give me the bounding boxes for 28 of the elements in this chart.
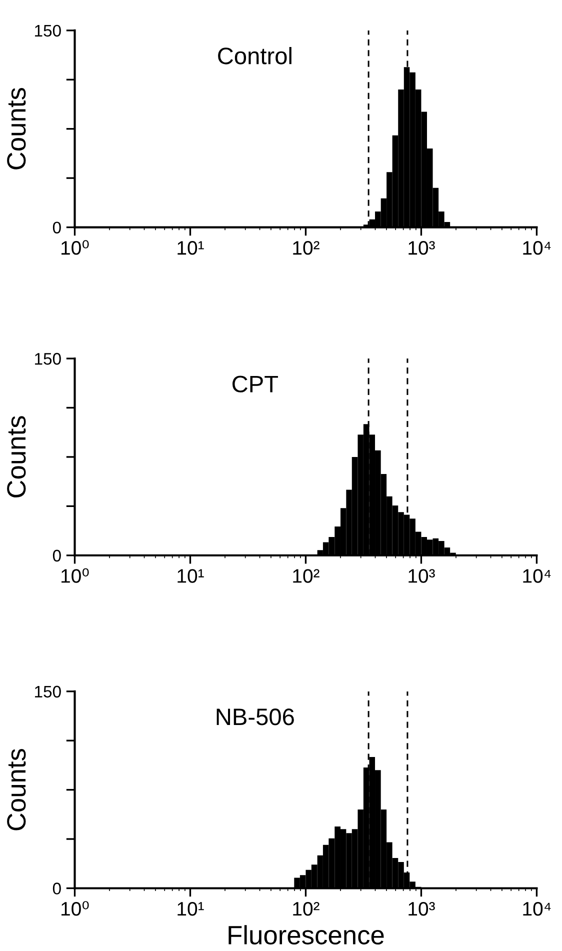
y-axis-title: Counts [7,88,26,170]
text: Control [218,46,292,64]
x-tick-label: 10⁴ [523,240,551,255]
text: CPT [232,376,278,392]
x-tick-label: 10⁴ [523,902,551,916]
x-axis-title: Fluorescence [228,925,384,944]
y-tick-label: 0 [52,882,61,894]
x-tick-label: 10¹ [178,240,204,255]
x-tick-label: 10⁴ [523,569,551,583]
x-tick-label: 10³ [408,902,435,916]
x-tick-label: 10² [293,240,320,255]
x-tick-label: 10¹ [178,569,204,583]
x-tick-label: 10¹ [178,902,204,916]
y-tick-label: 0 [52,222,61,234]
x-tick-label: 10³ [408,569,435,583]
y-axis-title: Counts [7,416,26,498]
y-tick-label: 0 [52,550,61,562]
x-tick-label: 10⁰ [62,568,89,583]
x-tick-label: 10² [293,902,320,916]
y-tick-label: 150 [35,686,61,698]
y-axis-title: Counts [7,748,26,830]
x-tick-label: 10⁰ [62,901,89,916]
x-tick-label: 10⁰ [62,240,89,255]
x-tick-label: 10³ [408,240,435,255]
x-tick-label: 10² [293,569,320,583]
y-tick-label: 150 [35,352,61,365]
y-tick-label: 150 [35,24,61,37]
text: NB-506 [216,708,294,726]
